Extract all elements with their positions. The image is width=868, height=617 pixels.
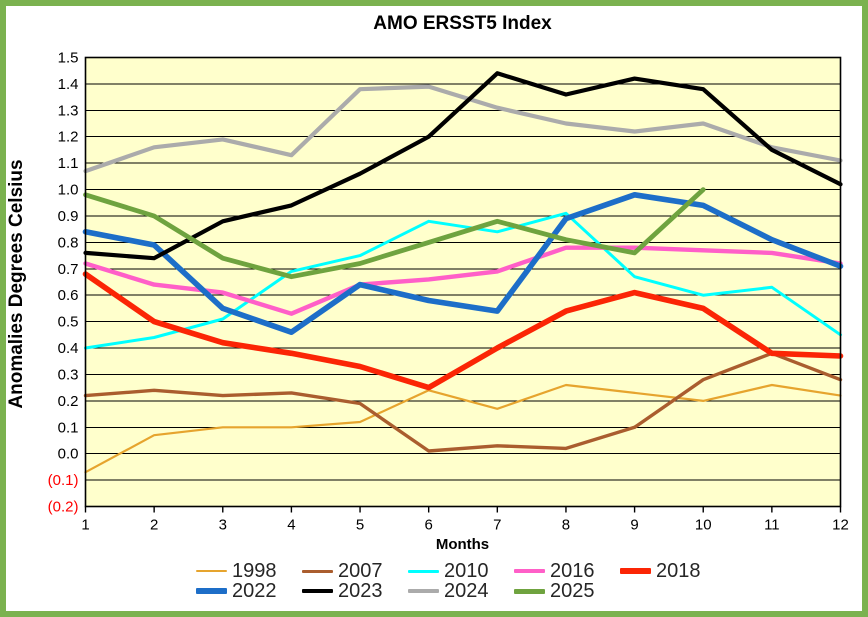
series-line-2010 — [84, 211, 842, 350]
y-tick-label: 1.5 — [58, 50, 79, 67]
plot-border — [84, 56, 842, 508]
y-tick-label: 0.0 — [58, 446, 79, 463]
y-tick-label: 0.9 — [58, 208, 79, 225]
x-tick-label: 10 — [695, 517, 712, 534]
x-tick-label: 2 — [150, 517, 158, 534]
x-tick-label: 11 — [764, 517, 780, 534]
x-tick-label: 8 — [562, 517, 570, 534]
y-tick-label: 0.3 — [58, 366, 79, 383]
x-tick-label: 12 — [832, 517, 849, 534]
series-line-2016 — [83, 245, 843, 316]
y-tick-label: 1.2 — [58, 129, 79, 146]
plot-background — [85, 57, 841, 507]
x-tick-label: 1 — [81, 517, 89, 534]
x-tick-label: 4 — [287, 517, 295, 534]
x-tick-label: 5 — [356, 517, 364, 534]
chart-title: AMO ERSST5 Index — [373, 13, 552, 34]
series-line-1998 — [84, 383, 842, 474]
series-line-2024 — [83, 84, 843, 174]
x-tick-label: 7 — [493, 517, 501, 534]
series-line-2007 — [83, 351, 843, 453]
x-tick-label: 9 — [630, 517, 638, 534]
series-line-2025 — [83, 187, 706, 280]
y-tick-label: 0.1 — [58, 419, 79, 436]
y-tick-label: 0.7 — [58, 261, 79, 278]
y-tick-label: (0.2) — [48, 499, 79, 516]
y-tick-label: 1.4 — [58, 76, 79, 93]
x-tick-label: 3 — [219, 517, 227, 534]
y-tick-label: 1.0 — [58, 182, 79, 199]
y-tick-label: (0.1) — [48, 472, 79, 489]
y-axis-title: Anomalies Degrees Celsius — [6, 159, 27, 409]
series-line-2022 — [82, 192, 844, 336]
series-line-2018 — [82, 271, 844, 391]
y-tick-label: 0.4 — [58, 340, 79, 357]
y-tick-label: 1.1 — [58, 155, 79, 172]
x-tick-label: 6 — [425, 517, 433, 534]
x-axis-title: Months — [435, 536, 490, 553]
y-tick-label: 1.3 — [58, 102, 79, 119]
y-tick-label: 0.2 — [58, 393, 79, 410]
y-tick-label: 0.8 — [58, 234, 79, 251]
series-line-2023 — [83, 71, 843, 261]
y-tick-label: 0.5 — [58, 314, 79, 331]
y-tick-label: 0.6 — [58, 287, 79, 304]
